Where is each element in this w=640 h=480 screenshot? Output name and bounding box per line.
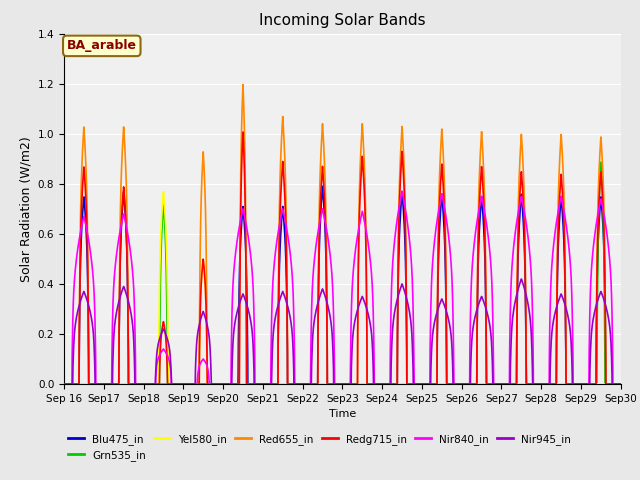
Legend: Blu475_in, Grn535_in, Yel580_in, Red655_in, Redg715_in, Nir840_in, Nir945_in: Blu475_in, Grn535_in, Yel580_in, Red655_… (64, 430, 575, 465)
X-axis label: Time: Time (329, 409, 356, 419)
Title: Incoming Solar Bands: Incoming Solar Bands (259, 13, 426, 28)
Text: BA_arable: BA_arable (67, 39, 137, 52)
Y-axis label: Solar Radiation (W/m2): Solar Radiation (W/m2) (19, 136, 32, 282)
